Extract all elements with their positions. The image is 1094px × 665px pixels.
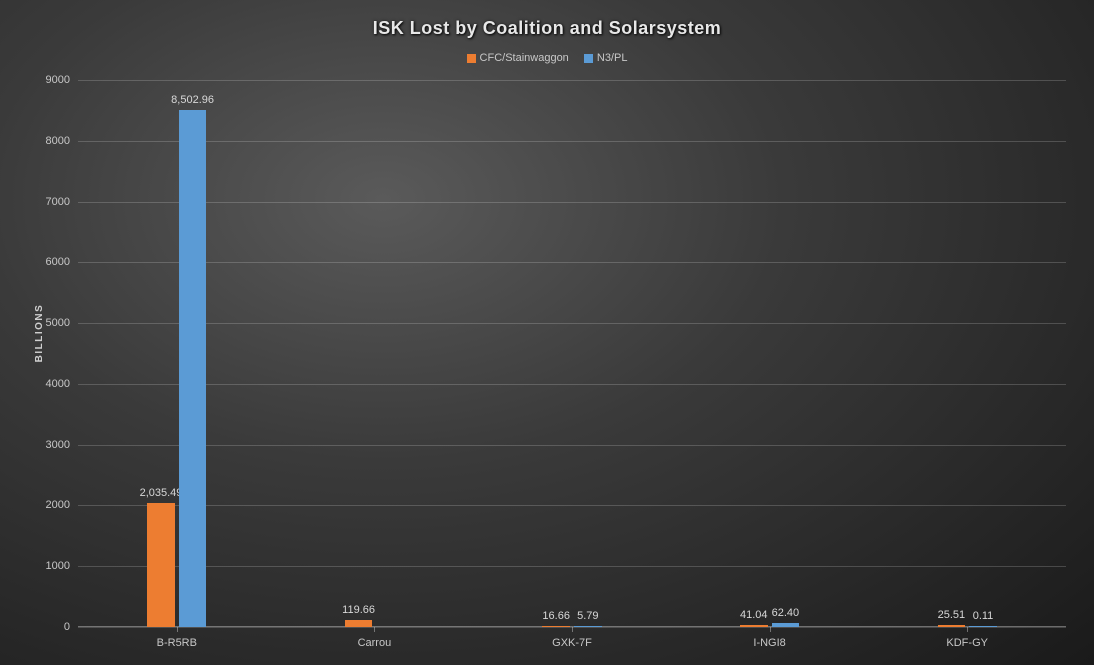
plot-area: 0100020003000400050006000700080009000B-R… [78, 80, 1066, 627]
bar-value-label: 2,035.49 [140, 487, 183, 503]
legend-label: N3/PL [597, 52, 628, 64]
gridline [78, 566, 1066, 567]
y-tick-label: 4000 [46, 378, 78, 390]
bar: 8,502.96 [179, 110, 207, 627]
gridline [78, 323, 1066, 324]
bar: 2,035.49 [147, 503, 175, 627]
bar: 41.04 [740, 625, 768, 627]
bar: 25.51 [938, 625, 966, 627]
x-tick-mark [177, 627, 178, 632]
bar-value-label: 41.04 [740, 609, 768, 625]
bar-value-label: 0.11 [973, 610, 994, 626]
legend-swatch-icon [467, 54, 476, 63]
y-tick-label: 5000 [46, 317, 78, 329]
bar: 62.40 [772, 623, 800, 627]
y-tick-label: 8000 [46, 135, 78, 147]
legend-label: CFC/Stainwaggon [480, 52, 569, 64]
legend-item-cfc: CFC/Stainwaggon [467, 52, 569, 64]
bar-value-label: 5.79 [577, 610, 598, 626]
bar-value-label: 16.66 [542, 610, 570, 626]
gridline [78, 141, 1066, 142]
chart-container: ISK Lost by Coalition and Solarsystem CF… [0, 0, 1094, 665]
legend: CFC/Stainwaggon N3/PL [0, 52, 1094, 66]
gridline [78, 262, 1066, 263]
legend-swatch-icon [584, 54, 593, 63]
x-tick-mark [770, 627, 771, 632]
gridline [78, 202, 1066, 203]
chart-title: ISK Lost by Coalition and Solarsystem [0, 18, 1094, 39]
bar-value-label: 62.40 [772, 607, 800, 623]
y-tick-label: 3000 [46, 439, 78, 451]
bar-value-label: 25.51 [938, 609, 966, 625]
bar-value-label: 119.66 [342, 604, 375, 620]
gridline [78, 505, 1066, 506]
y-tick-label: 6000 [46, 256, 78, 268]
bar: 0.11 [969, 626, 997, 627]
gridline [78, 445, 1066, 446]
y-tick-label: 7000 [46, 196, 78, 208]
y-axis-title: BILLIONS [34, 303, 45, 362]
y-tick-label: 0 [64, 621, 78, 633]
bar: 119.66 [345, 620, 373, 627]
y-tick-label: 2000 [46, 499, 78, 511]
x-tick-mark [374, 627, 375, 632]
bar: 5.79 [574, 626, 602, 627]
y-tick-label: 1000 [46, 560, 78, 572]
legend-item-n3pl: N3/PL [584, 52, 628, 64]
bar: 16.66 [542, 626, 570, 627]
gridline [78, 384, 1066, 385]
y-tick-label: 9000 [46, 74, 78, 86]
x-tick-mark [572, 627, 573, 632]
bar-value-label: 8,502.96 [171, 94, 214, 110]
gridline [78, 80, 1066, 81]
x-tick-mark [967, 627, 968, 632]
